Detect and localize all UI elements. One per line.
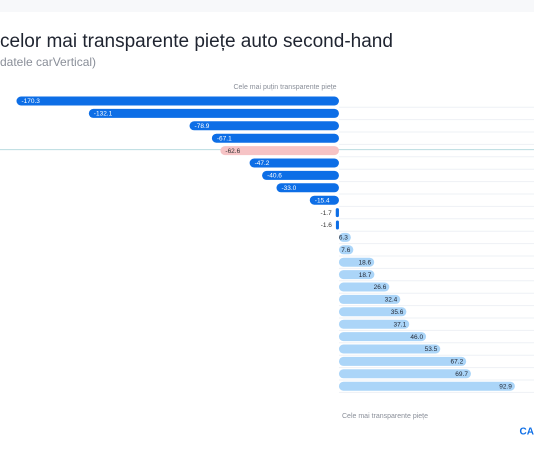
bar bbox=[276, 183, 339, 193]
data-label: 26.6 bbox=[374, 284, 387, 291]
data-label: 18.7 bbox=[359, 272, 372, 279]
bar bbox=[338, 282, 390, 292]
data-label: -170.3 bbox=[21, 98, 40, 105]
data-label: 6.3 bbox=[339, 235, 348, 242]
data-label: -132.1 bbox=[94, 111, 113, 118]
bar bbox=[338, 356, 467, 366]
bar bbox=[338, 294, 401, 304]
data-label: 7.6 bbox=[341, 247, 350, 254]
bar bbox=[338, 257, 375, 267]
bar bbox=[211, 133, 339, 143]
bar bbox=[249, 158, 339, 168]
data-label: -15.4 bbox=[315, 197, 330, 204]
data-label: 53.5 bbox=[425, 346, 438, 353]
bar bbox=[88, 108, 339, 118]
data-label: 69.7 bbox=[455, 371, 468, 378]
data-label: -67.1 bbox=[217, 135, 232, 142]
bar bbox=[338, 319, 410, 329]
bar bbox=[309, 195, 339, 205]
data-label: 18.6 bbox=[359, 259, 372, 266]
panel bbox=[0, 12, 534, 462]
chart-title: celor mai transparente piețe auto second… bbox=[0, 31, 393, 52]
bar bbox=[262, 170, 339, 180]
data-label: -1.7 bbox=[321, 210, 333, 217]
data-label: -1.6 bbox=[321, 222, 333, 229]
bar bbox=[16, 96, 339, 106]
data-label: -78.9 bbox=[195, 123, 210, 130]
data-label: -33.0 bbox=[281, 185, 296, 192]
data-label: -62.6 bbox=[225, 148, 240, 155]
data-label: 35.6 bbox=[391, 309, 404, 316]
bar bbox=[338, 332, 427, 342]
logo: CA bbox=[520, 427, 534, 438]
chart-subtitle: datele carVertical) bbox=[0, 55, 96, 69]
bar bbox=[189, 121, 339, 131]
bar bbox=[338, 307, 407, 317]
annotation: Cele mai puțin transparente piețe bbox=[233, 84, 336, 91]
bar bbox=[338, 369, 471, 379]
data-label: 32.4 bbox=[385, 297, 398, 304]
bar bbox=[220, 146, 339, 156]
bar bbox=[338, 381, 515, 391]
bar bbox=[338, 270, 375, 280]
data-label: -47.2 bbox=[255, 160, 270, 167]
bar bbox=[338, 245, 354, 255]
annotation: Cele mai transparente piețe bbox=[342, 413, 428, 420]
bar bbox=[335, 220, 339, 230]
data-label: -40.6 bbox=[267, 173, 282, 180]
data-label: 37.1 bbox=[394, 321, 407, 328]
data-label: 67.2 bbox=[451, 359, 464, 366]
data-label: 46.0 bbox=[410, 334, 423, 341]
bar bbox=[335, 208, 339, 218]
bar bbox=[338, 344, 441, 354]
data-label: 92.9 bbox=[499, 383, 512, 390]
bar bbox=[338, 232, 351, 242]
